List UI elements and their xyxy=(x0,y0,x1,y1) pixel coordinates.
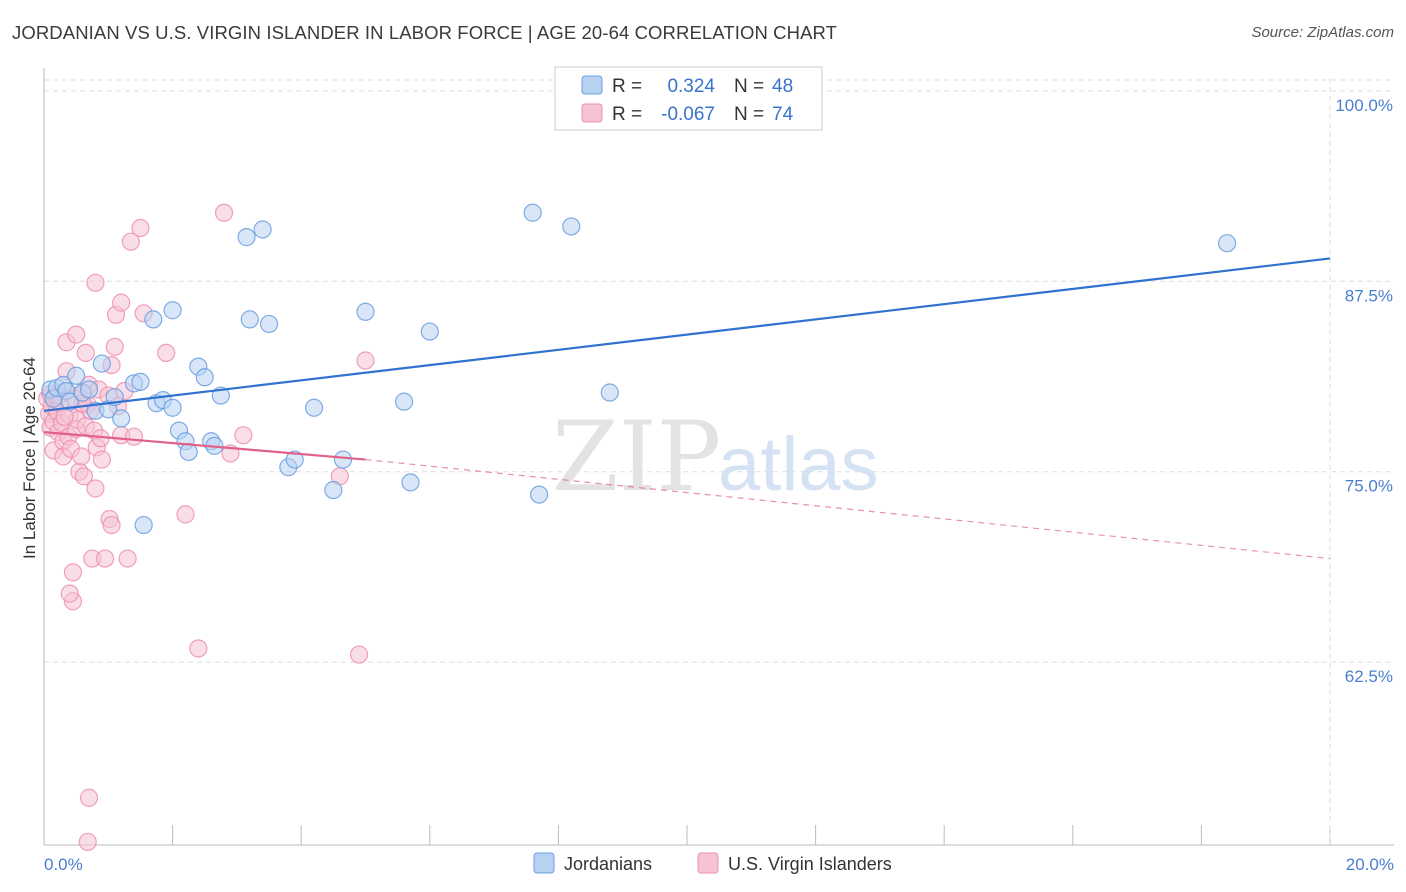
data-point-pink xyxy=(214,203,234,222)
data-point-pink xyxy=(60,584,79,603)
data-point-pink xyxy=(234,426,253,445)
data-point-pink xyxy=(102,515,121,535)
data-point-pink xyxy=(131,218,150,238)
bottom-legend-swatch-jordanians xyxy=(533,852,555,874)
data-point-blue xyxy=(304,398,324,417)
data-point-blue xyxy=(1218,234,1237,253)
data-point-pink xyxy=(55,407,74,426)
legend-r-label: R = xyxy=(612,104,642,125)
y-tick-label: 62.5% xyxy=(1345,667,1393,686)
data-point-pink xyxy=(356,351,375,370)
data-point-blue xyxy=(562,217,581,236)
data-point-blue xyxy=(92,354,111,373)
y-axis-label: In Labor Force | Age 20-64 xyxy=(20,357,39,559)
y-tick-label: 87.5% xyxy=(1345,286,1393,305)
data-point-blue xyxy=(237,228,256,247)
legend-r-label: R = xyxy=(612,76,642,97)
series-jordanians-points xyxy=(41,203,1237,535)
data-point-blue xyxy=(356,302,375,321)
data-point-pink xyxy=(121,232,140,251)
data-point-pink xyxy=(189,639,208,658)
chart-title: JORDANIAN VS U.S. VIRGIN ISLANDER IN LAB… xyxy=(12,22,838,43)
data-point-blue xyxy=(394,392,414,411)
legend-n-value-jordanians: 48 xyxy=(772,76,793,97)
watermark-atlas: atlas xyxy=(718,422,879,507)
x-tick-labels: 0.0% 20.0% xyxy=(44,855,1394,874)
data-point-pink xyxy=(92,450,111,469)
data-point-blue xyxy=(240,310,259,329)
data-point-blue xyxy=(420,322,439,341)
trend-line-pink xyxy=(43,431,366,461)
bottom-legend: Jordanians U.S. Virgin Islanders xyxy=(533,852,892,874)
data-point-pink xyxy=(63,563,83,582)
data-point-blue xyxy=(134,515,153,535)
data-point-blue xyxy=(144,310,163,329)
data-point-blue xyxy=(131,372,150,391)
watermark-zip: ZIP xyxy=(552,401,721,513)
data-point-pink xyxy=(67,325,86,344)
data-point-pink xyxy=(95,549,115,568)
series-virgin-islanders-points xyxy=(38,203,375,852)
data-point-blue xyxy=(163,301,182,320)
data-point-blue xyxy=(324,480,343,500)
data-point-blue xyxy=(401,473,420,492)
data-point-pink xyxy=(86,479,105,498)
data-point-pink xyxy=(176,505,195,524)
trend-lines xyxy=(43,257,1331,560)
data-point-pink xyxy=(118,549,137,568)
legend-n-label: N = xyxy=(734,104,764,125)
legend-n-value-virgin-islanders: 74 xyxy=(772,104,794,125)
data-point-pink xyxy=(72,447,91,466)
trend-extension-pink xyxy=(365,458,1331,560)
data-point-pink xyxy=(86,273,105,292)
data-point-pink xyxy=(74,467,93,486)
bottom-legend-swatch-virgin-islanders xyxy=(697,852,719,874)
data-point-blue xyxy=(195,368,214,387)
legend-swatch-virgin-islanders xyxy=(581,103,603,123)
x-tick-label: 0.0% xyxy=(44,855,83,874)
data-point-blue xyxy=(523,203,542,222)
data-point-pink xyxy=(79,788,99,807)
data-point-pink xyxy=(78,832,97,852)
x-minor-ticks xyxy=(172,78,1331,845)
legend-r-value-jordanians: 0.324 xyxy=(667,76,715,97)
data-point-pink xyxy=(76,343,95,362)
data-point-blue xyxy=(530,485,549,504)
y-tick-labels: 100.0% 87.5% 75.0% 62.5% xyxy=(1335,96,1393,686)
data-point-pink xyxy=(349,645,369,664)
trend-line-blue xyxy=(43,257,1331,412)
y-tick-label: 100.0% xyxy=(1335,96,1393,115)
legend-n-label: N = xyxy=(734,76,764,97)
bottom-legend-label-virgin-islanders: U.S. Virgin Islanders xyxy=(728,854,892,874)
data-point-blue xyxy=(60,392,79,411)
legend-r-value-virgin-islanders: -0.067 xyxy=(661,104,715,125)
data-point-blue xyxy=(253,220,272,239)
legend: R = 0.324 N = 48 R = -0.067 N = 74 xyxy=(554,66,823,131)
data-point-blue xyxy=(600,383,619,402)
bottom-legend-label-jordanians: Jordanians xyxy=(564,854,652,874)
data-point-blue xyxy=(259,314,279,334)
data-point-blue xyxy=(285,450,304,469)
data-point-pink xyxy=(105,337,124,356)
data-point-blue xyxy=(112,409,131,428)
data-point-blue xyxy=(163,398,182,417)
grid-lines xyxy=(44,79,1394,663)
data-point-pink xyxy=(157,343,176,362)
y-tick-label: 75.0% xyxy=(1345,477,1393,496)
data-point-pink xyxy=(112,293,131,312)
data-point-pink xyxy=(124,427,144,446)
axes xyxy=(43,68,1394,846)
chart-source: Source: ZipAtlas.com xyxy=(1251,24,1394,41)
legend-swatch-jordanians xyxy=(581,75,603,95)
x-tick-label: 20.0% xyxy=(1346,855,1394,874)
data-point-blue xyxy=(333,450,353,469)
data-point-blue xyxy=(79,380,99,399)
data-point-blue xyxy=(67,366,86,385)
